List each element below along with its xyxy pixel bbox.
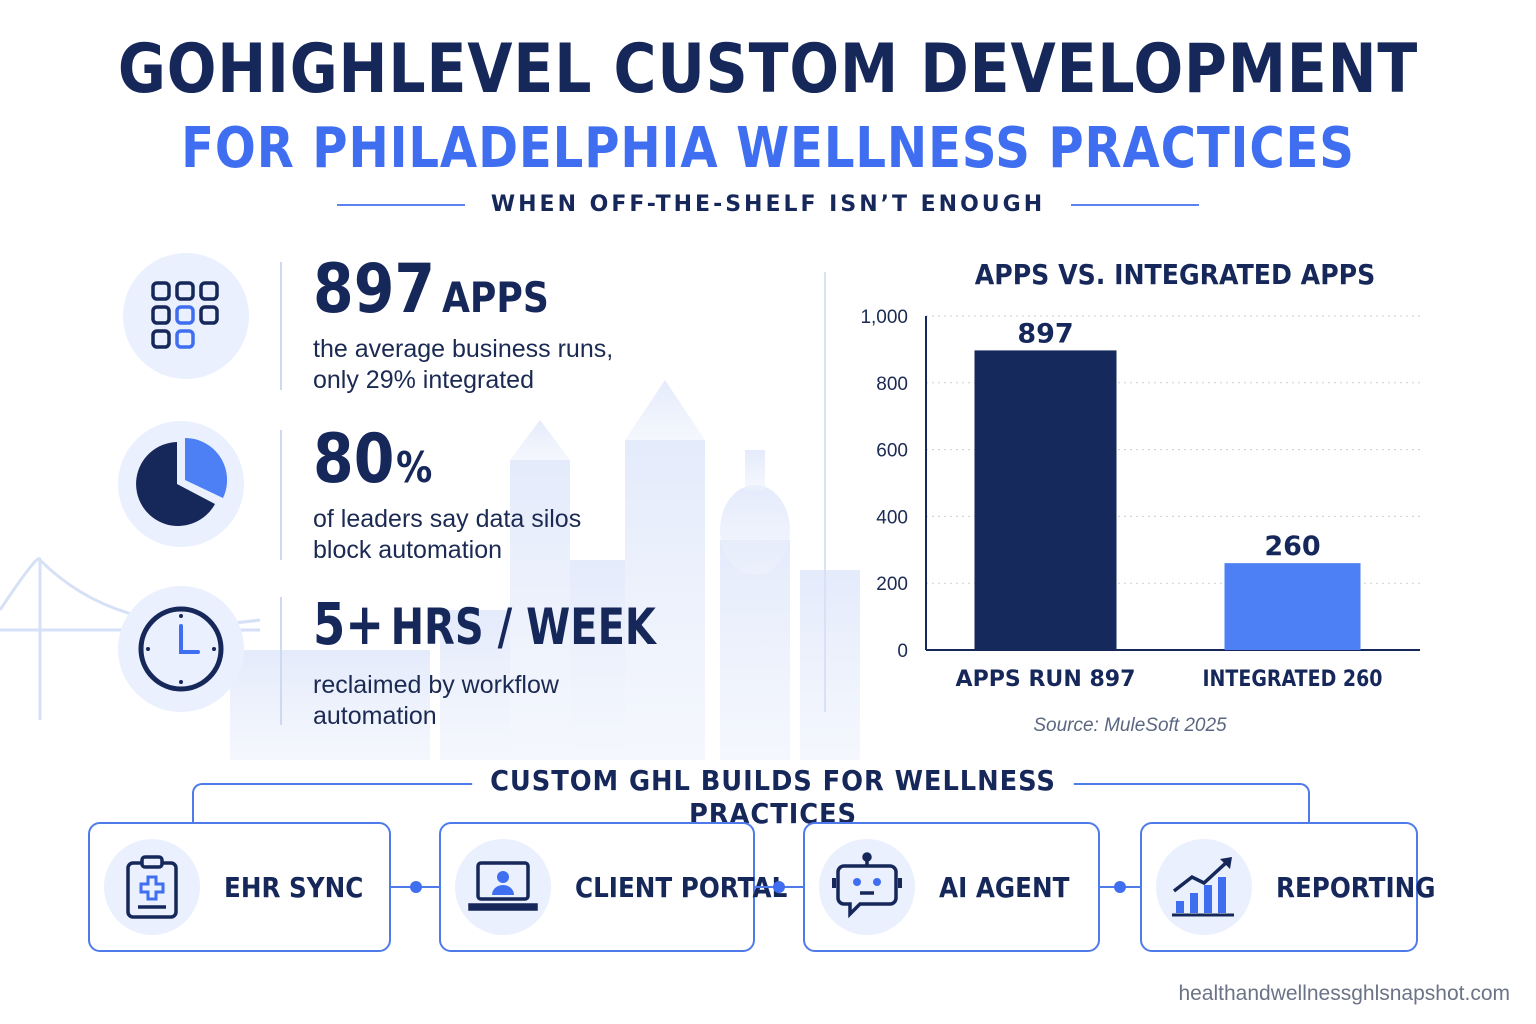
build-card-client-portal: CLIENT PORTAL [439,822,787,952]
chart-title: APPS VS. INTEGRATED APPS [974,258,1376,291]
x-tick-label: APPS RUN 897 [956,667,1136,692]
clipboard-medical-icon [126,855,178,919]
build-label: CLIENT PORTAL [575,870,788,904]
footer-url: healthandwellnessghlsnapshot.com [1178,982,1510,1005]
pie-chart-icon [136,437,228,526]
build-card-ehr-sync: EHR SYNC [88,822,391,952]
robot-chat-icon [832,852,902,919]
build-icon-wrap [819,839,915,935]
connector-dot [773,881,785,893]
stat-desc-line: only 29% integrated [313,366,534,394]
y-tick-label: 800 [876,374,908,395]
stat-unit: HRS / WEEK [390,598,656,656]
builds-title: CUSTOM GHL BUILDS FOR WELLNESS PRACTICES [472,764,1074,830]
stat-desc-line: automation [313,702,437,730]
stat-desc-line: the average business runs, [313,335,614,363]
build-card-ai-agent: AI AGENT [803,822,1100,952]
stat-value: 5+ [313,590,385,658]
stat-desc-line: reclaimed by workflow [313,671,559,699]
build-icon-wrap [104,839,200,935]
connector-dot [1114,881,1126,893]
stat-unit: % [396,443,433,492]
connector-dot [410,881,422,893]
build-icon-wrap [455,839,551,935]
tagline-rule-right [1071,203,1200,206]
stat-desc-line: block automation [313,536,503,564]
bar [1224,563,1361,650]
y-tick-label: 1,000 [860,307,908,328]
stat-unit: APPS [441,273,549,322]
stat-divider [280,430,282,560]
build-label: REPORTING [1276,870,1436,904]
bar-chart: 0 200 400 600 800 1,000 897 APPS RUN 897 260 INTE… [860,307,1420,692]
stat-headline-hours: 5+ HRS / WEEK [313,590,656,658]
laptop-user-icon [468,861,538,911]
build-label: AI AGENT [939,870,1070,904]
stat-description-apps: the average business runs, only 29% inte… [313,334,733,396]
stat-value: 897 [313,250,436,329]
data-label: 897 [1017,318,1073,349]
app-grid-icon [151,281,219,349]
y-tick-label: 0 [897,641,908,662]
build-card-reporting: REPORTING [1140,822,1436,952]
build-label: EHR SYNC [224,870,364,904]
y-tick-label: 400 [876,507,908,528]
main-subtitle: FOR PHILADELPHIA WELLNESS PRACTICES [181,116,1355,181]
y-tick-label: 200 [876,574,908,595]
bar-chart-growth-icon [1172,857,1234,917]
tagline: WHEN OFF-THE-SHELF ISN’T ENOUGH [490,192,1046,217]
tagline-row: WHEN OFF-THE-SHELF ISN’T ENOUGH [0,192,1536,217]
stat-divider [280,262,282,390]
section-divider [824,272,826,712]
stat-headline-apps: 897 APPS [313,250,549,329]
x-tick-label: INTEGRATED 260 [1203,667,1383,692]
clock-icon [138,606,224,692]
data-label: 260 [1264,531,1320,562]
stat-description-hours: reclaimed by workflow automation [313,670,733,732]
stat-headline-silos: 80% [313,420,432,499]
build-icon-wrap [1156,839,1252,935]
stat-description-silos: of leaders say data silos block automati… [313,504,733,566]
main-title: GOHIGHLEVEL CUSTOM DEVELOPMENT [117,30,1419,109]
stat-divider [280,597,282,725]
stat-value: 80 [313,420,395,499]
chart-source: Source: MuleSoft 2025 [1033,715,1227,736]
tagline-rule-left [336,203,465,206]
stat-desc-line: of leaders say data silos [313,505,582,533]
stat-icon-silos [118,421,244,547]
stat-icon-apps [123,253,249,379]
bar [974,350,1117,650]
y-tick-label: 600 [876,441,908,462]
stat-icon-hours [118,586,244,712]
